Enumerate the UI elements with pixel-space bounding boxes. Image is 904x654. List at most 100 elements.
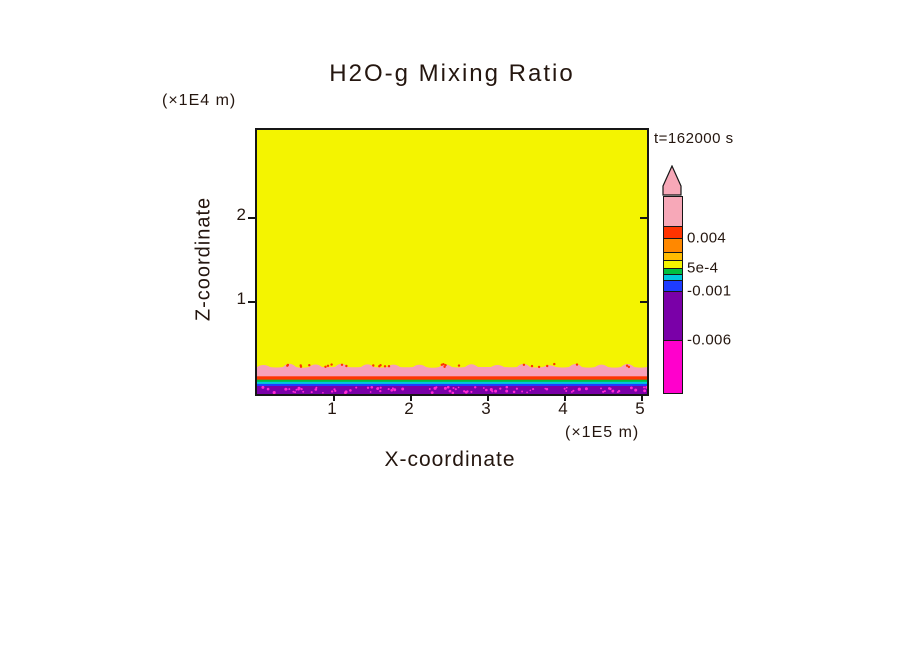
colorbar-segment <box>664 227 682 239</box>
colorbar-segment <box>664 253 682 261</box>
ground-speck <box>464 390 468 394</box>
ground-speck <box>563 387 566 390</box>
ground-speck <box>565 390 568 392</box>
ground-speck <box>391 387 394 390</box>
z-axis-title: Z-coordinate <box>192 196 215 322</box>
ground-speck <box>529 389 532 392</box>
x-tick-mark <box>333 394 335 401</box>
ground-speck <box>643 389 647 393</box>
ground-speck <box>448 389 452 393</box>
colorbar-segment <box>664 239 682 253</box>
crest-speck <box>537 365 541 369</box>
ground-speck <box>366 386 370 389</box>
ground-speck <box>565 386 568 389</box>
colorbar-segment <box>664 197 682 227</box>
crest-speck <box>387 365 391 368</box>
ground-speck <box>295 388 298 391</box>
ground-speck <box>612 389 615 392</box>
ground-speck <box>634 388 638 392</box>
ground-speck <box>266 387 270 391</box>
ground-speck <box>322 391 324 394</box>
x-tick-mark <box>410 394 412 401</box>
crest-speck <box>383 365 387 368</box>
ground-speck <box>272 391 276 394</box>
z-tick-mark <box>640 217 647 219</box>
colorbar-arrow <box>662 165 682 196</box>
z-tick-mark <box>248 217 255 219</box>
x-tick-label: 5 <box>635 399 645 418</box>
ground-speck <box>430 391 434 394</box>
ground-speck <box>379 389 382 393</box>
ground-speck <box>470 390 473 393</box>
plot-area <box>248 128 649 401</box>
colorbar-segments <box>663 196 683 394</box>
x-axis-title: X-coordinate <box>384 448 516 471</box>
ground-speck <box>584 387 588 391</box>
ground-speck <box>390 388 394 392</box>
crest-speck <box>522 363 526 366</box>
ground-speck <box>433 386 437 390</box>
ground-speck <box>602 390 605 393</box>
ground-speck <box>443 386 447 390</box>
ground-speck <box>355 386 358 389</box>
ground-speck <box>314 388 318 391</box>
ground-speck <box>294 391 297 394</box>
crest-speck <box>340 363 344 366</box>
ground-speck <box>334 389 337 393</box>
ground-speck <box>261 385 265 389</box>
time-annotation: t=162000 s <box>654 130 734 147</box>
x-tick-mark <box>487 394 489 401</box>
field-layer-ground-purple-layer <box>257 386 647 394</box>
ground-speck <box>376 387 379 390</box>
field-svg <box>257 130 647 394</box>
ground-speck <box>310 391 313 394</box>
crest-speck <box>530 364 534 368</box>
ground-speck <box>446 385 450 389</box>
crest-speck <box>575 363 579 366</box>
crest-speck <box>378 365 381 368</box>
colorbar-segment <box>664 292 682 341</box>
ground-speck <box>349 389 352 392</box>
x-tick-label: 3 <box>481 399 491 418</box>
ground-speck <box>499 387 502 390</box>
ground-speck <box>577 387 581 391</box>
ground-speck <box>454 388 457 391</box>
ground-speck <box>491 390 494 393</box>
z-tick-label: 1 <box>236 289 246 308</box>
colorbar-label: 5e-4 <box>687 259 719 277</box>
ground-speck <box>369 391 372 393</box>
colorbar-segment <box>664 281 682 292</box>
crest-speck <box>444 363 447 367</box>
ground-speck <box>603 390 606 393</box>
ground-speck <box>474 386 477 389</box>
crest-speck <box>553 362 556 366</box>
colorbar-segment <box>664 261 682 269</box>
ground-speck <box>570 390 573 393</box>
ground-speck <box>645 386 647 389</box>
ground-speck <box>344 390 348 394</box>
ground-speck <box>452 386 455 390</box>
ground-speck <box>600 387 602 390</box>
crest-speck <box>457 364 461 367</box>
ground-speck <box>484 388 488 392</box>
crest-speck <box>286 363 290 367</box>
z-tick-mark <box>640 301 647 303</box>
crest-speck <box>330 363 333 366</box>
crest-speck <box>442 363 445 366</box>
x-tick-mark <box>641 394 643 401</box>
ground-speck <box>521 390 524 393</box>
crest-speck <box>324 365 327 368</box>
z-tick-label: 2 <box>236 205 246 224</box>
colorbar-label: 0.004 <box>687 229 727 247</box>
ground-speck <box>302 390 305 393</box>
ground-speck <box>629 386 633 390</box>
x-tick-label: 1 <box>327 399 337 418</box>
ground-speck <box>463 390 466 393</box>
colorbar-label: -0.006 <box>687 331 732 349</box>
ground-speck <box>288 388 291 391</box>
ground-speck <box>401 387 405 391</box>
z-tick-mark <box>248 301 255 303</box>
crest-speck <box>308 364 311 367</box>
z-axis-unit-label: (×1E4 m) <box>162 92 237 109</box>
